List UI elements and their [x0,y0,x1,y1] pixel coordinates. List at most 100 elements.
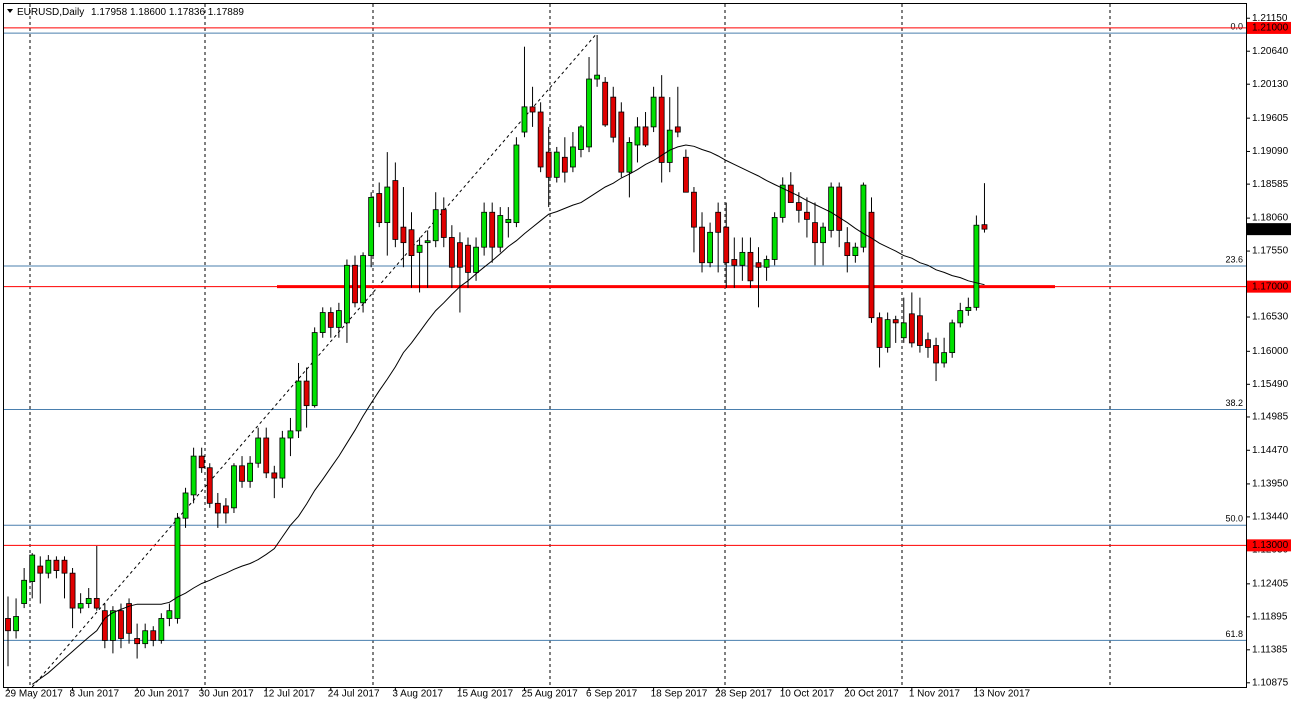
candle-body [206,467,213,504]
candle-body [166,610,173,619]
candle-body [465,244,471,273]
x-tick-label: 28 Sep 2017 [715,689,772,700]
candle-body [561,156,568,173]
header: EURUSD,Daily 1.17958 1.18600 1.17836 1.1… [17,7,244,18]
candle-body [432,209,439,242]
candle-body [586,78,592,148]
candle-body [61,559,68,574]
candle-body [287,430,294,439]
candle-body [553,151,560,178]
candle-body [481,211,488,248]
candle-body [53,559,60,571]
candle-body [860,184,867,248]
fib-label: 23.6 [1225,254,1243,264]
y-tick-label: 1.20640 [1252,46,1289,57]
y-tick-label: 1.18060 [1252,213,1289,224]
y-tick-label: 1.18585 [1252,179,1289,190]
candle-body [973,224,980,308]
y-tick-label: 1.10875 [1252,677,1289,688]
candle-body [134,638,141,645]
candle-body [505,218,512,224]
plot-frame [3,3,1247,688]
candle-body [182,492,189,519]
candle-body [779,184,786,218]
candle-body [231,465,237,509]
candle-body [650,96,657,128]
candle-body [795,202,802,211]
x-tick-label: 1 Nov 2017 [909,689,961,700]
candle-body [45,559,52,574]
candle-body [142,630,149,645]
candle-body [674,126,681,133]
candle-body [949,322,956,354]
candle-body [965,306,972,311]
candle-body [610,96,617,138]
candle-body [457,242,463,268]
x-tick-label: 15 Aug 2017 [457,689,514,700]
candle-body [327,312,334,328]
candle-body [804,211,810,220]
candle-body [37,565,44,574]
x-tick-label: 25 Aug 2017 [521,689,578,700]
candle-body [21,579,28,604]
x-tick-label: 20 Oct 2017 [844,689,899,700]
candle-body [77,603,84,609]
y-tick-label: 1.14470 [1252,445,1289,456]
candle-body [682,156,689,193]
candle-body [158,618,165,641]
candle-body [917,315,923,346]
x-tick-label: 12 Jul 2017 [263,689,315,700]
candle-body [295,380,302,432]
candle-body [642,126,649,146]
level-tag [1247,539,1291,552]
candle-body [101,610,108,641]
candle-body [900,322,907,339]
last-price-label: 1.17889 [1252,224,1289,235]
candle-body [255,437,262,464]
candle-body [868,211,875,319]
candle-body [707,231,713,264]
candle-body [836,186,843,231]
x-tick-label: 10 Oct 2017 [780,689,835,700]
candle-body [981,224,988,230]
candle-body [876,317,883,348]
candle-body [529,106,536,113]
candle-body [771,217,778,260]
candle-body [29,554,36,582]
candle-body [618,111,625,173]
level-label: 1.21000 [1252,23,1289,34]
fib-label: 50.0 [1225,514,1243,524]
candle-body [93,597,100,609]
candle-body [699,226,705,264]
candle-body [545,151,552,178]
candle-body [118,610,124,639]
candle-body [69,572,76,609]
candle-body [311,332,318,407]
candle-body [263,437,270,474]
y-tick-label: 1.14985 [1252,412,1289,423]
x-tick-label: 29 May 2017 [5,689,63,700]
candle-body [570,146,576,168]
x-tick-label: 18 Sep 2017 [651,689,708,700]
candle-body [634,126,641,146]
fib-label: 61.8 [1225,629,1243,639]
y-tick-label: 1.13440 [1252,512,1289,523]
candle-body [594,74,601,80]
candle-body [747,251,754,282]
level-tag [1247,280,1291,293]
y-tick-label: 1.15490 [1252,379,1289,390]
candle-body [335,310,342,328]
candle-body [279,437,286,479]
candle-body [513,144,520,224]
candle-body [957,310,964,324]
candle-body [376,193,383,224]
x-tick-label: 13 Nov 2017 [973,689,1030,700]
x-tick-label: 30 Jun 2017 [199,689,254,700]
candle-body [852,246,859,256]
candle-body [214,502,221,514]
menu-arrow[interactable] [7,9,13,13]
candle-body [368,196,375,256]
candle-body [820,226,826,244]
candle-body [416,244,423,253]
